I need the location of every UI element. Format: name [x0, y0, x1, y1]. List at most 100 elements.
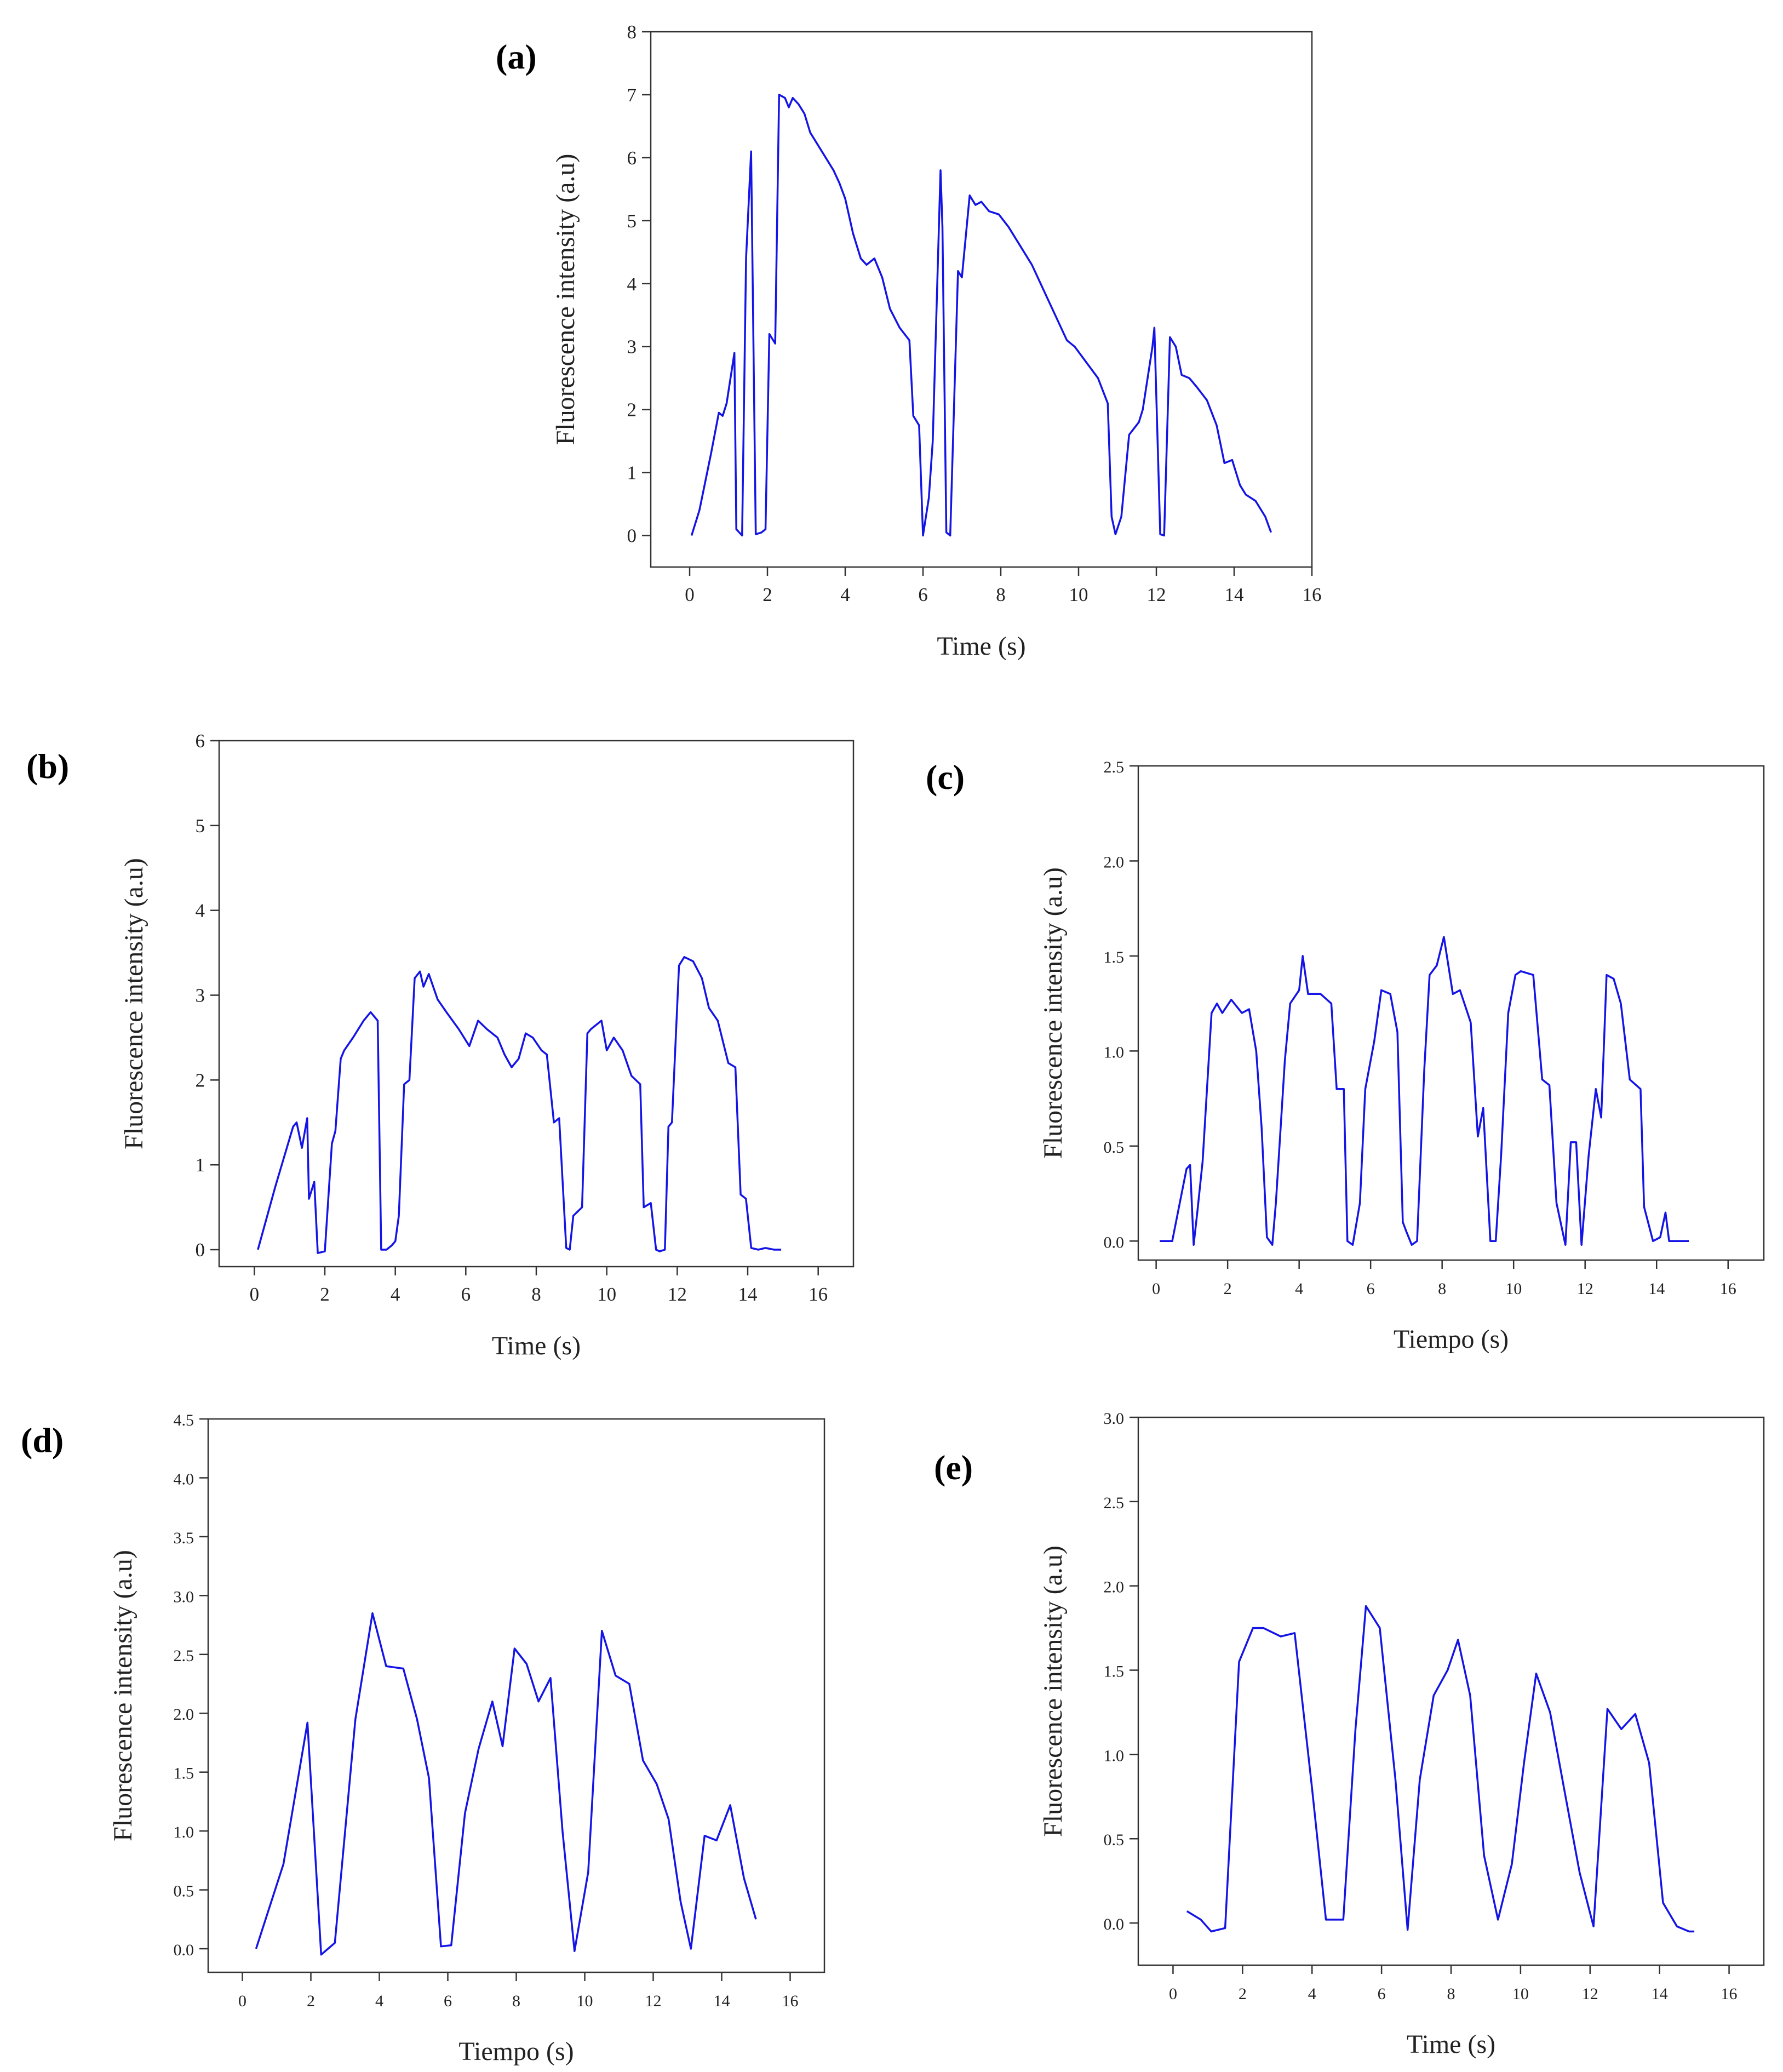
y-tick-label: 0.5 — [1104, 1138, 1125, 1157]
plot-frame — [650, 31, 1313, 568]
y-tick-label: 0.0 — [1104, 1915, 1125, 1933]
x-tick-label: 8 — [1447, 1985, 1455, 2003]
x-tick-label: 10 — [1512, 1985, 1529, 2003]
x-tick-label: 10 — [1069, 584, 1088, 605]
x-tick-label: 12 — [645, 1992, 662, 2010]
x-axis-label: Tiempo (s) — [458, 2037, 574, 2066]
x-tick-label: 10 — [577, 1992, 593, 2010]
x-tick-label: 8 — [996, 584, 1006, 605]
x-axis-label: Time (s) — [492, 1331, 581, 1360]
x-tick-label: 2 — [320, 1284, 330, 1305]
y-tick-label: 5 — [627, 210, 637, 232]
y-tick-label: 6 — [627, 147, 637, 169]
series-line — [1160, 936, 1689, 1246]
panel-label-c: (c) — [926, 758, 965, 797]
y-tick-label: 2.0 — [1104, 1578, 1125, 1596]
y-tick-label: 3.0 — [174, 1588, 194, 1606]
y-tick-label: 7 — [627, 84, 637, 106]
x-tick-label: 2 — [307, 1992, 315, 2010]
x-tick-label: 12 — [1577, 1280, 1593, 1298]
y-tick-label: 6 — [196, 730, 205, 752]
y-tick-label: 2.5 — [1104, 1494, 1125, 1512]
y-axis-label: Fluorescence intensity (a.u) — [551, 154, 580, 445]
x-tick-label: 14 — [738, 1284, 758, 1305]
y-tick-label: 3 — [196, 985, 205, 1006]
y-tick-label: 4 — [627, 273, 637, 295]
x-tick-label: 2 — [1239, 1985, 1247, 2003]
x-tick-label: 0 — [238, 1992, 246, 2010]
y-tick-label: 2.5 — [174, 1647, 194, 1665]
x-axis-label: Time (s) — [1407, 2030, 1495, 2059]
y-tick-label: 1.0 — [1104, 1747, 1125, 1765]
y-tick-label: 1.0 — [174, 1823, 194, 1841]
x-tick-label: 16 — [782, 1992, 799, 2010]
x-axis-label: Tiempo (s) — [1394, 1325, 1509, 1354]
series-line — [1186, 1605, 1695, 1933]
y-axis-label: Fluorescence intensity (a.u) — [108, 1550, 137, 1841]
x-tick-label: 14 — [714, 1992, 730, 2010]
y-tick-label: 5 — [196, 815, 205, 837]
x-tick-label: 0 — [1152, 1280, 1160, 1298]
y-tick-label: 3.0 — [1104, 1410, 1125, 1428]
panel-d-chart: (d) 0 2 4 6 8 10 12 14 16 0.0 0.5 1.0 1.5 2.0 2.5 3.0 3.5… — [21, 1411, 825, 2066]
panel-label-e: (e) — [934, 1448, 973, 1487]
y-tick-label: 3 — [627, 336, 637, 358]
x-tick-label: 6 — [444, 1992, 452, 2010]
x-tick-label: 16 — [1303, 584, 1322, 605]
x-tick-label: 4 — [840, 584, 850, 605]
x-tick-label: 0 — [250, 1284, 260, 1305]
x-tick-label: 16 — [1720, 1280, 1736, 1298]
plot-frame — [1137, 765, 1765, 1261]
y-tick-label: 0 — [196, 1239, 205, 1261]
x-tick-label: 2 — [762, 584, 772, 605]
y-tick-label: 0.5 — [174, 1882, 194, 1901]
x-tick-label: 16 — [1721, 1985, 1738, 2003]
y-tick-label: 2 — [627, 399, 637, 421]
y-tick-label: 8 — [627, 21, 637, 43]
y-tick-label: 1 — [196, 1154, 205, 1176]
y-tick-label: 4 — [196, 900, 205, 921]
panel-e-chart: (e) 0 2 4 6 8 10 12 14 16 0.0 0.5 1.0 1.5 2.0 2.5 3.0 Tim… — [934, 1410, 1765, 2059]
x-tick-label: 14 — [1225, 584, 1244, 605]
x-tick-label: 10 — [597, 1284, 616, 1305]
y-tick-label: 2 — [196, 1069, 205, 1091]
y-tick-label: 0 — [627, 525, 637, 547]
panel-label-d: (d) — [21, 1421, 64, 1459]
y-tick-label: 2.5 — [1104, 758, 1125, 776]
x-tick-label: 6 — [461, 1284, 471, 1305]
series-line — [255, 1612, 757, 1956]
y-tick-label: 1.5 — [174, 1765, 194, 1783]
y-axis-label: Fluorescence intensity (a.u) — [1039, 1546, 1068, 1837]
x-tick-label: 4 — [1308, 1985, 1316, 2003]
y-tick-label: 4.5 — [174, 1411, 194, 1429]
x-tick-label: 14 — [1652, 1985, 1668, 2003]
plot-frame — [207, 1418, 825, 1973]
y-tick-label: 2.0 — [174, 1705, 194, 1724]
x-tick-label: 14 — [1648, 1280, 1665, 1298]
y-axis-label: Fluorescence intensity (a.u) — [119, 858, 148, 1149]
panel-c-chart: (c) 0 2 4 6 8 10 12 14 16 0.0 0.5 1.0 1.5 2.0 2.5 Tiempo… — [926, 758, 1765, 1354]
panel-label-b: (b) — [26, 747, 69, 786]
y-tick-label: 0.5 — [1104, 1831, 1125, 1849]
x-tick-label: 2 — [1224, 1280, 1232, 1298]
x-tick-label: 12 — [1582, 1985, 1598, 2003]
y-axis-label: Fluorescence intensity (a.u) — [1039, 867, 1068, 1159]
y-tick-label: 1.5 — [1104, 1663, 1125, 1681]
panel-label-a: (a) — [496, 37, 537, 76]
x-tick-label: 8 — [512, 1992, 520, 2010]
y-tick-label: 0.0 — [1104, 1233, 1125, 1251]
y-tick-label: 1.5 — [1104, 948, 1125, 966]
x-tick-label: 0 — [685, 584, 695, 605]
x-tick-label: 12 — [668, 1284, 687, 1305]
y-tick-label: 3.5 — [174, 1529, 194, 1547]
y-tick-label: 1.0 — [1104, 1043, 1125, 1061]
x-tick-label: 8 — [531, 1284, 541, 1305]
x-tick-label: 4 — [1295, 1280, 1303, 1298]
y-tick-label: 2.0 — [1104, 853, 1125, 871]
x-tick-label: 6 — [918, 584, 928, 605]
x-axis-label: Time (s) — [937, 632, 1025, 661]
x-tick-label: 16 — [809, 1284, 828, 1305]
